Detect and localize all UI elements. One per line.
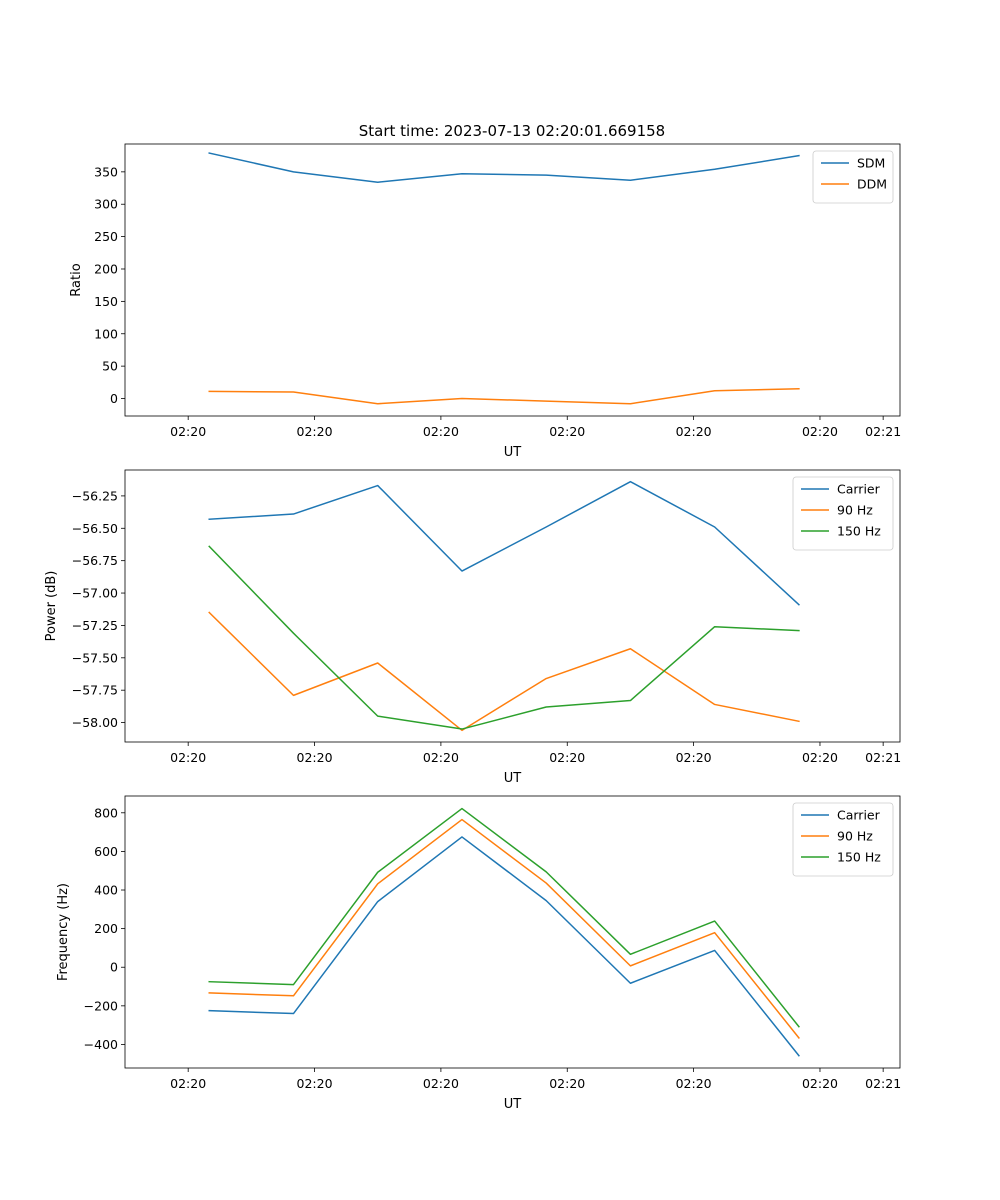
x-tick-label: 02:20: [423, 424, 459, 439]
x-tick-label: 02:21: [865, 424, 901, 439]
series-line-carrier: [208, 480, 800, 606]
x-tick-label: 02:20: [802, 750, 838, 765]
x-tick-label: 02:20: [676, 1076, 712, 1091]
legend: SDM DDM: [812, 150, 894, 204]
x-tick-label: 02:20: [802, 424, 838, 439]
x-tick-label: 02:20: [549, 1076, 585, 1091]
y-tick-label: −56.25: [72, 488, 118, 503]
y-tick-label: −56.50: [72, 521, 118, 536]
axes-frame: [124, 469, 901, 743]
series-line-150-hz: [208, 807, 800, 1028]
legend-label: 150 Hz: [837, 850, 881, 865]
x-tick-label: 02:20: [802, 1076, 838, 1091]
x-axis-label: UT: [504, 1097, 522, 1112]
x-tick-label: 02:20: [297, 424, 333, 439]
x-axis-label: UT: [504, 771, 522, 786]
legend-box: [812, 150, 894, 204]
y-tick-label: 200: [94, 921, 118, 936]
axes-frame: [124, 795, 901, 1069]
figure-title: Start time: 2023-07-13 02:20:01.669158: [359, 122, 665, 140]
legend-label: DDM: [857, 177, 887, 192]
legend: Carrier 90 Hz 150 Hz: [792, 802, 894, 877]
y-axis-label: Power (dB): [44, 571, 59, 642]
y-tick-label: −200: [84, 998, 118, 1013]
x-tick-label: 02:20: [676, 750, 712, 765]
y-tick-label: 400: [94, 883, 118, 898]
y-tick-label: 0: [110, 960, 118, 975]
y-tick-label: 300: [94, 197, 118, 212]
power-chart: 02:20 02:20 02:20 02:20 02:20 02:20 02:21 −58.0…: [44, 469, 901, 786]
x-tick-label: 02:20: [549, 750, 585, 765]
x-tick-label: 02:20: [423, 750, 459, 765]
y-tick-label: −58.00: [72, 715, 118, 730]
x-tick-label: 02:20: [297, 750, 333, 765]
y-tick-label: 150: [94, 294, 118, 309]
legend: Carrier 90 Hz 150 Hz: [792, 476, 894, 551]
y-tick-label: −56.75: [72, 553, 118, 568]
frequency-chart: 02:20 02:20 02:20 02:20 02:20 02:20 02:21 −400 −…: [56, 795, 901, 1112]
x-tick-label: 02:20: [297, 1076, 333, 1091]
y-axis-label: Ratio: [69, 263, 84, 296]
y-axis-label: Frequency (Hz): [56, 883, 71, 981]
legend-label: 90 Hz: [837, 503, 873, 518]
legend-label: Carrier: [837, 808, 881, 823]
series-line-90-hz: [208, 611, 800, 732]
y-tick-label: 250: [94, 229, 118, 244]
y-tick-label: 200: [94, 261, 118, 276]
y-tick-label: 350: [94, 164, 118, 179]
series-line-ddm: [208, 388, 800, 405]
x-tick-label: 02:20: [170, 1076, 206, 1091]
legend-label: 90 Hz: [837, 829, 873, 844]
x-tick-label: 02:21: [865, 750, 901, 765]
axes-frame: [124, 143, 901, 417]
y-tick-label: 100: [94, 326, 118, 341]
x-tick-label: 02:20: [423, 1076, 459, 1091]
series-line-sdm: [208, 152, 800, 183]
legend-label: SDM: [857, 156, 885, 171]
x-tick-label: 02:20: [170, 424, 206, 439]
x-axis-label: UT: [504, 445, 522, 460]
x-tick-label: 02:20: [676, 424, 712, 439]
y-tick-label: 600: [94, 844, 118, 859]
y-tick-label: −400: [84, 1037, 118, 1052]
x-tick-label: 02:21: [865, 1076, 901, 1091]
y-tick-label: 0: [110, 391, 118, 406]
y-tick-label: −57.75: [72, 683, 118, 698]
y-tick-label: −57.25: [72, 618, 118, 633]
y-tick-label: −57.50: [72, 650, 118, 665]
ratio-chart: 02:20 02:20 02:20 02:20 02:20 02:20 02:21 0 50 10…: [69, 143, 901, 460]
y-tick-label: 800: [94, 805, 118, 820]
legend-label: 150 Hz: [837, 524, 881, 539]
series-line-carrier: [208, 836, 800, 1057]
x-tick-label: 02:20: [170, 750, 206, 765]
legend-label: Carrier: [837, 482, 881, 497]
y-tick-label: 50: [102, 359, 118, 374]
x-tick-label: 02:20: [549, 424, 585, 439]
series-line-90-hz: [208, 818, 800, 1039]
series-line-150-hz: [208, 545, 800, 730]
y-tick-label: −57.00: [72, 586, 118, 601]
